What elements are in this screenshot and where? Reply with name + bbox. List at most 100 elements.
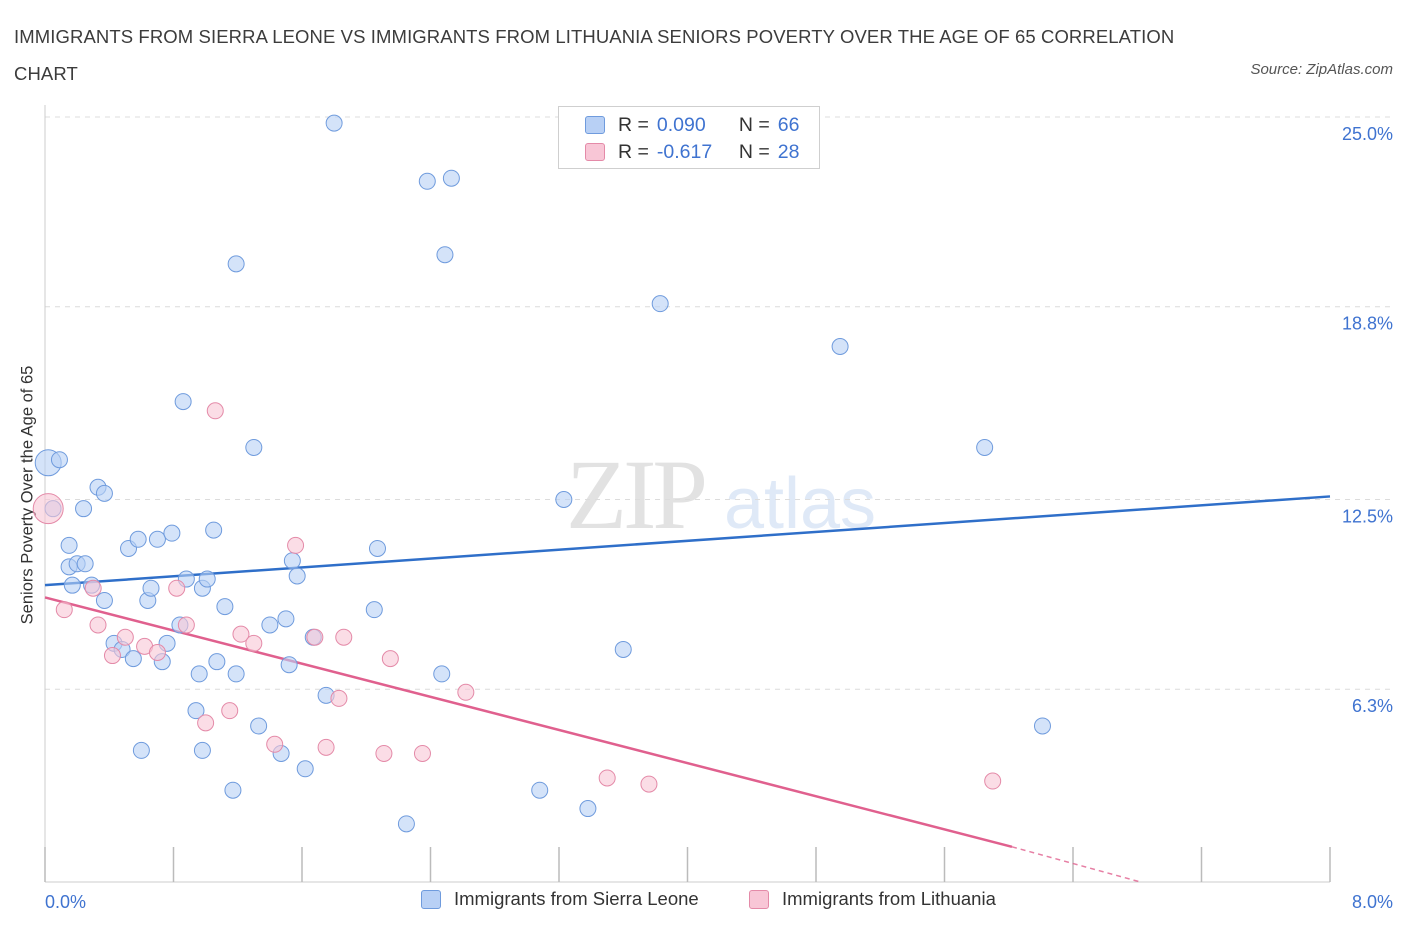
point-sierra-leone xyxy=(63,576,81,594)
point-sierra-leone xyxy=(95,591,113,609)
point-lithuania xyxy=(89,616,107,634)
point-sierra-leone xyxy=(579,800,597,818)
point-sierra-leone xyxy=(187,702,205,720)
point-sierra-leone xyxy=(365,601,383,619)
y-tick-label: 18.8% xyxy=(1342,314,1393,334)
watermark-zip: ZIP xyxy=(566,439,704,550)
legend-swatch-blue xyxy=(421,889,441,909)
data-points xyxy=(32,114,1051,833)
point-sierra-leone xyxy=(60,536,78,554)
point-sierra-leone xyxy=(132,741,150,759)
point-sierra-leone xyxy=(250,717,268,735)
point-lithuania xyxy=(84,579,102,597)
point-sierra-leone xyxy=(129,530,147,548)
point-lithuania xyxy=(245,634,263,652)
series-legend: Immigrants from Sierra Leone Immigrants … xyxy=(0,888,1406,916)
point-sierra-leone xyxy=(163,524,181,542)
point-lithuania xyxy=(221,702,239,720)
point-lithuania xyxy=(413,744,431,762)
x-tick-label: 8.0% xyxy=(1352,892,1393,912)
point-lithuania xyxy=(287,536,305,554)
point-lithuania xyxy=(103,647,121,665)
point-lithuania xyxy=(598,769,616,787)
point-lithuania xyxy=(266,735,284,753)
legend-r-value: -0.617 xyxy=(656,140,713,163)
trend-line-lithuania-extrapolated xyxy=(1011,846,1141,883)
point-lithuania xyxy=(32,493,64,525)
tick-labels: 6.3% 12.5% 18.8% 25.0% 0.0% 8.0% xyxy=(45,124,1393,912)
point-lithuania xyxy=(381,650,399,668)
point-sierra-leone xyxy=(148,530,166,548)
legend-n-value: 28 xyxy=(777,140,800,163)
trend-line-sierra-leone xyxy=(44,495,1331,587)
legend-r-label: R = xyxy=(618,140,649,163)
point-lithuania xyxy=(197,714,215,732)
point-lithuania xyxy=(375,744,393,762)
point-sierra-leone xyxy=(555,491,573,508)
watermark: ZIP atlas xyxy=(566,439,876,550)
legend-n-label: N = xyxy=(738,140,770,163)
point-lithuania xyxy=(306,628,324,646)
point-sierra-leone xyxy=(418,172,436,190)
point-sierra-leone xyxy=(651,295,669,313)
legend-n-value: 66 xyxy=(777,113,800,136)
y-tick-label: 12.5% xyxy=(1342,507,1393,527)
legend-n-label: N = xyxy=(738,113,770,136)
legend-item-sierra-leone: Immigrants from Sierra Leone xyxy=(421,888,699,910)
trend-line-lithuania xyxy=(44,596,1013,849)
point-sierra-leone xyxy=(124,650,142,668)
legend-swatch-blue xyxy=(585,116,605,134)
point-sierra-leone xyxy=(224,781,242,799)
point-sierra-leone xyxy=(75,500,93,518)
x-tick-label: 0.0% xyxy=(45,892,86,912)
point-lithuania xyxy=(177,616,195,634)
point-lithuania xyxy=(640,775,658,793)
point-sierra-leone xyxy=(614,640,632,658)
point-sierra-leone xyxy=(227,665,245,683)
point-sierra-leone xyxy=(216,598,234,616)
point-sierra-leone xyxy=(245,438,263,456)
point-lithuania xyxy=(55,601,73,619)
point-sierra-leone xyxy=(531,781,549,799)
point-sierra-leone xyxy=(142,579,160,597)
point-lithuania xyxy=(984,772,1002,790)
trend-lines xyxy=(44,495,1331,883)
legend-label-sierra-leone: Immigrants from Sierra Leone xyxy=(454,888,699,909)
y-tick-label: 6.3% xyxy=(1352,696,1393,716)
point-sierra-leone xyxy=(205,521,223,539)
point-lithuania xyxy=(330,689,348,707)
point-sierra-leone xyxy=(283,552,301,570)
point-sierra-leone xyxy=(227,255,245,273)
point-sierra-leone xyxy=(831,338,849,355)
point-lithuania xyxy=(335,628,353,646)
legend-label-lithuania: Immigrants from Lithuania xyxy=(782,888,996,909)
point-sierra-leone xyxy=(50,451,68,469)
point-sierra-leone xyxy=(442,169,460,187)
point-sierra-leone xyxy=(436,246,454,264)
point-lithuania xyxy=(232,625,250,643)
point-sierra-leone xyxy=(261,616,279,634)
point-sierra-leone xyxy=(193,741,211,759)
point-sierra-leone xyxy=(976,438,994,456)
point-sierra-leone xyxy=(76,555,94,573)
legend-row-sierra-leone: R = 0.090 N = 66 xyxy=(585,112,799,138)
chart-title: IMMIGRANTS FROM SIERRA LEONE VS IMMIGRAN… xyxy=(14,26,1175,84)
source-credit: Source: ZipAtlas.com xyxy=(1250,61,1393,78)
axes xyxy=(44,105,1331,883)
point-lithuania xyxy=(317,738,335,756)
point-lithuania xyxy=(116,628,134,646)
point-lithuania xyxy=(457,683,475,701)
point-sierra-leone xyxy=(1033,717,1051,735)
point-sierra-leone xyxy=(296,760,314,778)
point-sierra-leone xyxy=(368,539,386,557)
point-sierra-leone xyxy=(280,656,298,674)
legend-item-lithuania: Immigrants from Lithuania xyxy=(749,888,996,910)
legend-r-label: R = xyxy=(618,113,649,136)
y-tick-label: 25.0% xyxy=(1342,124,1393,144)
point-sierra-leone xyxy=(277,610,295,628)
legend-swatch-pink xyxy=(585,143,605,161)
point-sierra-leone xyxy=(95,484,113,502)
point-sierra-leone xyxy=(325,114,343,132)
legend-r-value: 0.090 xyxy=(656,113,706,136)
legend-row-lithuania: R = -0.617 N = 28 xyxy=(585,139,799,165)
